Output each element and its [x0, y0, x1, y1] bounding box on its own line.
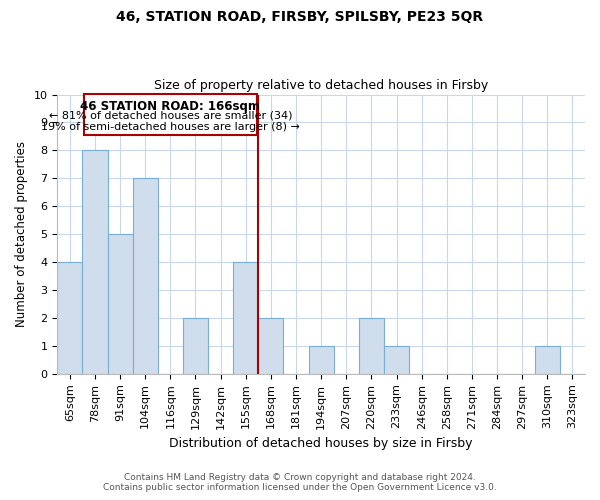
Text: Contains HM Land Registry data © Crown copyright and database right 2024.
Contai: Contains HM Land Registry data © Crown c…	[103, 473, 497, 492]
Bar	[359, 318, 384, 374]
Bar	[107, 234, 133, 374]
Text: 19% of semi-detached houses are larger (8) →: 19% of semi-detached houses are larger (…	[41, 122, 300, 132]
Bar	[183, 318, 208, 374]
Bar	[133, 178, 158, 374]
Bar	[308, 346, 334, 374]
Y-axis label: Number of detached properties: Number of detached properties	[15, 141, 28, 327]
Text: 46, STATION ROAD, FIRSBY, SPILSBY, PE23 5QR: 46, STATION ROAD, FIRSBY, SPILSBY, PE23 …	[116, 10, 484, 24]
Text: ← 81% of detached houses are smaller (34): ← 81% of detached houses are smaller (34…	[49, 111, 292, 121]
X-axis label: Distribution of detached houses by size in Firsby: Distribution of detached houses by size …	[169, 437, 473, 450]
Bar	[82, 150, 107, 374]
FancyBboxPatch shape	[83, 94, 257, 135]
Bar	[259, 318, 283, 374]
Bar	[384, 346, 409, 374]
Title: Size of property relative to detached houses in Firsby: Size of property relative to detached ho…	[154, 79, 488, 92]
Bar	[535, 346, 560, 374]
Bar	[233, 262, 259, 374]
Bar	[57, 262, 82, 374]
Text: 46 STATION ROAD: 166sqm: 46 STATION ROAD: 166sqm	[80, 100, 260, 112]
